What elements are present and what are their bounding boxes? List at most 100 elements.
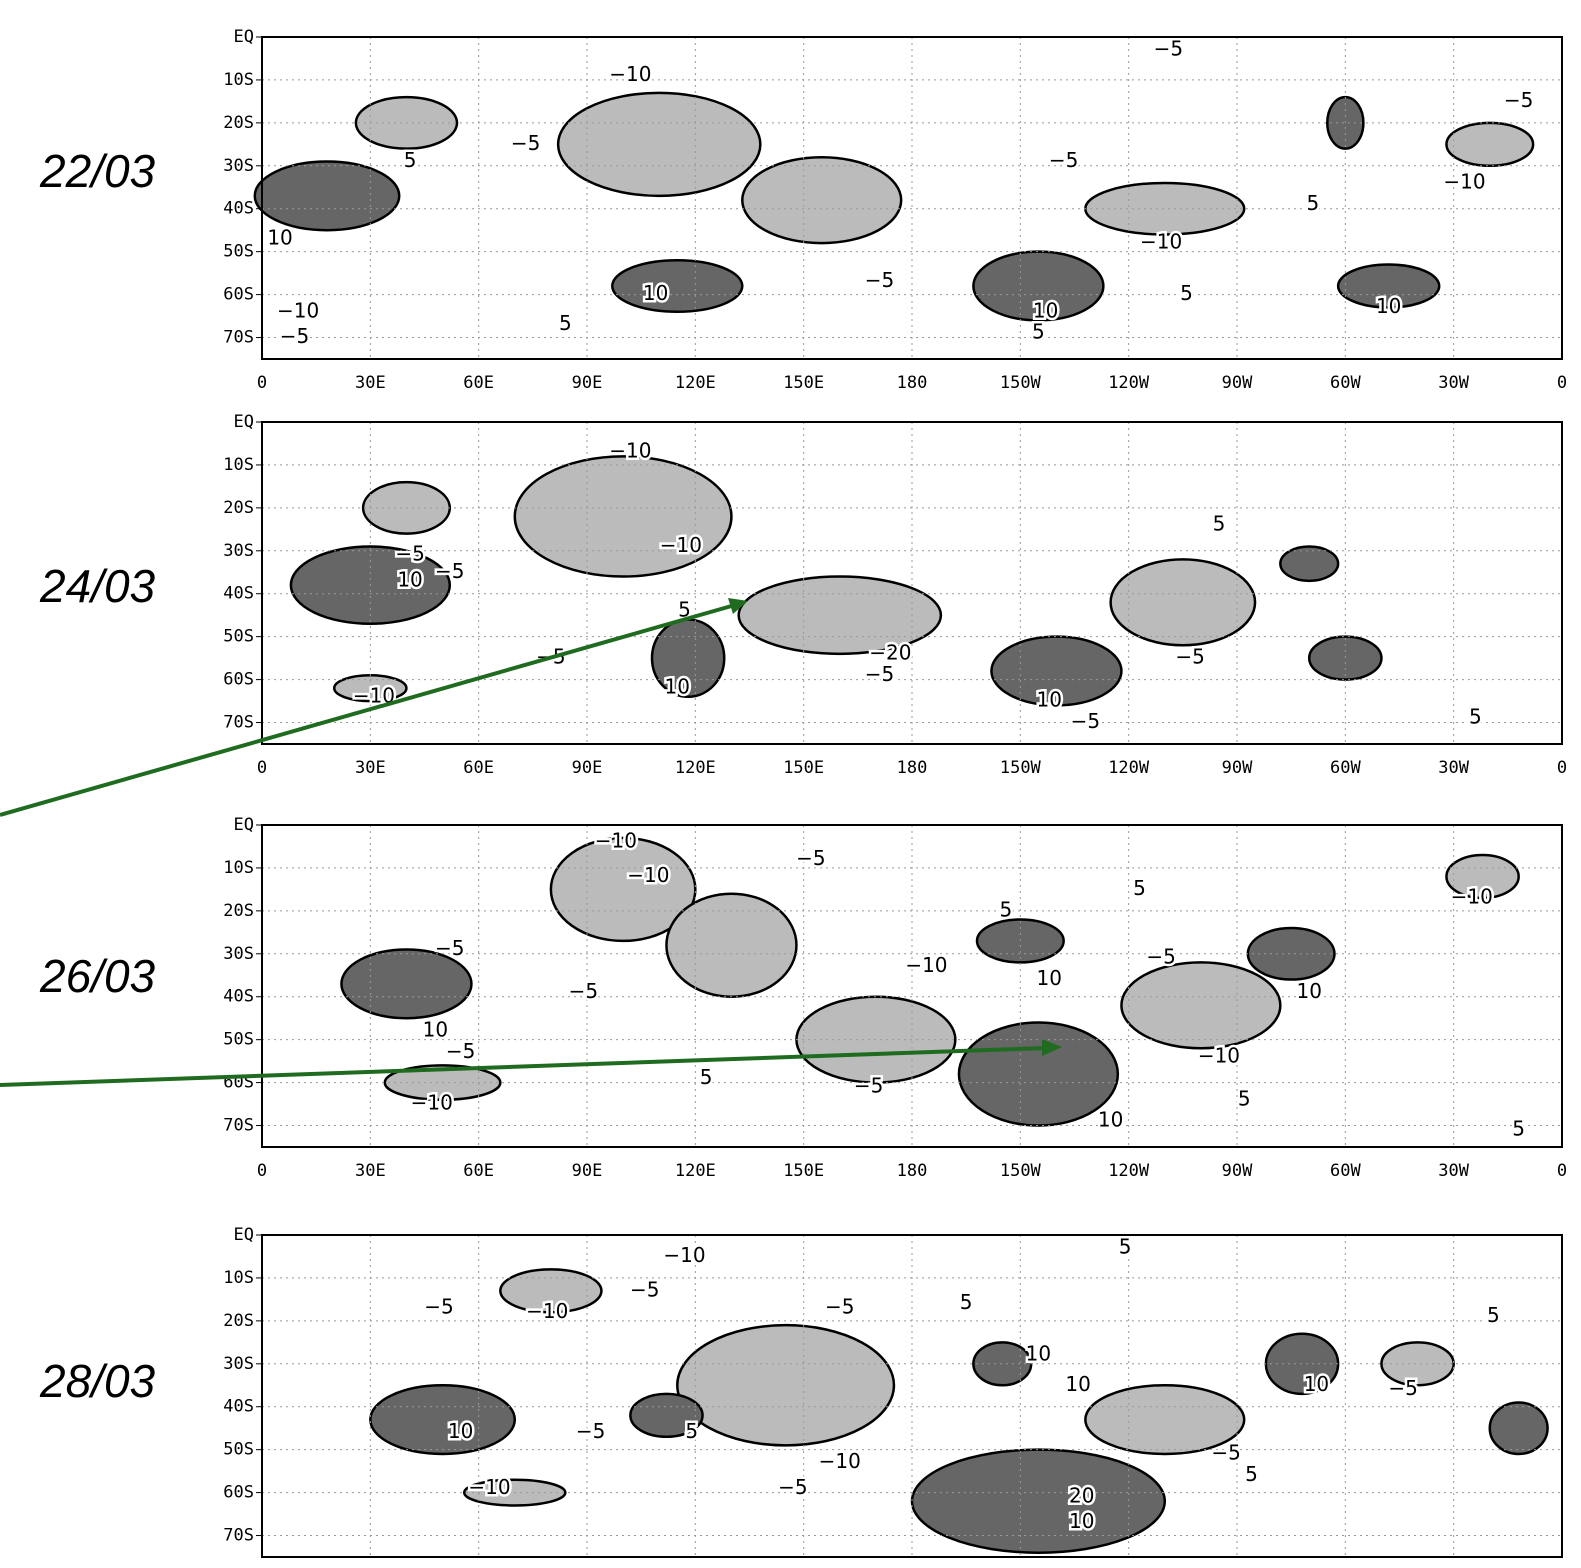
contour-label: 5 bbox=[1180, 281, 1193, 305]
x-tick-label: 30W bbox=[1438, 758, 1469, 778]
contour-label: −5 bbox=[1504, 88, 1533, 112]
contour-label: −10 bbox=[1140, 230, 1182, 254]
map-panel: 030E60E90E120E150E180150W120W90W60W30W0E… bbox=[39, 412, 1567, 778]
contour-label: −10 bbox=[277, 298, 319, 322]
x-tick-label: 60W bbox=[1330, 1161, 1361, 1181]
contour-label: 10 bbox=[1304, 1372, 1329, 1396]
strong-anomaly bbox=[959, 1022, 1118, 1125]
map-panel: 030E60E90E120E150E180150W120W90W60W30W0E… bbox=[39, 1225, 1567, 1568]
y-tick-label: 40S bbox=[223, 199, 254, 219]
x-tick-label: 180 bbox=[897, 758, 928, 778]
x-tick-label: 90E bbox=[572, 1161, 603, 1181]
contour-label: −5 bbox=[446, 1039, 475, 1063]
x-tick-label: 0 bbox=[1557, 373, 1567, 393]
contour-label: −10 bbox=[660, 533, 702, 557]
weak-anomaly bbox=[1446, 123, 1533, 166]
x-tick-label: 150W bbox=[1000, 1161, 1042, 1181]
x-tick-label: 30E bbox=[355, 1161, 386, 1181]
contour-label: 5 bbox=[559, 311, 572, 335]
contour-label: 5 bbox=[1213, 512, 1226, 536]
contour-label: 5 bbox=[1306, 191, 1319, 215]
contour-label: 5 bbox=[685, 1419, 698, 1443]
strong-anomaly bbox=[1309, 637, 1381, 680]
contour-label: 10 bbox=[1026, 1342, 1051, 1366]
y-tick-label: 30S bbox=[223, 156, 254, 176]
y-tick-label: 50S bbox=[223, 242, 254, 262]
contour-label: −10 bbox=[627, 863, 669, 887]
contour-label: 5 bbox=[404, 148, 417, 172]
strong-anomaly bbox=[1280, 547, 1338, 581]
strong-anomaly bbox=[1248, 928, 1335, 980]
weak-anomaly bbox=[742, 157, 901, 243]
strong-anomaly bbox=[370, 1385, 514, 1454]
contour-label: 10 bbox=[1069, 1509, 1094, 1533]
strong-anomaly bbox=[255, 162, 399, 231]
x-tick-label: 180 bbox=[897, 1161, 928, 1181]
y-tick-label: 30S bbox=[223, 1354, 254, 1374]
contour-label: −5 bbox=[1388, 1376, 1417, 1400]
contour-label: 5 bbox=[1469, 705, 1482, 729]
weak-anomaly bbox=[558, 93, 760, 196]
contour-label: −10 bbox=[609, 439, 651, 463]
contour-label: −10 bbox=[609, 62, 651, 86]
contour-label: 10 bbox=[423, 1018, 448, 1042]
contour-label: 5 bbox=[1238, 1086, 1251, 1110]
contour-label: −5 bbox=[630, 1277, 659, 1301]
y-tick-label: EQ bbox=[234, 412, 254, 432]
y-tick-label: 20S bbox=[223, 498, 254, 518]
y-tick-label: EQ bbox=[234, 27, 254, 47]
x-tick-label: 30E bbox=[355, 373, 386, 393]
y-tick-label: 20S bbox=[223, 901, 254, 921]
panel-date: 28/03 bbox=[39, 1355, 156, 1407]
contour-label: −10 bbox=[468, 1475, 510, 1499]
contour-label: −5 bbox=[796, 846, 825, 870]
contour-label: −5 bbox=[778, 1475, 807, 1499]
contour-label: −10 bbox=[1451, 884, 1493, 908]
contour-label: 10 bbox=[1065, 1372, 1090, 1396]
contour-label: 5 bbox=[1245, 1462, 1258, 1486]
x-tick-label: 60W bbox=[1330, 373, 1361, 393]
contour-label: −10 bbox=[663, 1243, 705, 1267]
contour-label: 5 bbox=[1032, 320, 1045, 344]
y-tick-label: EQ bbox=[234, 815, 254, 835]
x-tick-label: 150W bbox=[1000, 758, 1042, 778]
y-tick-label: 40S bbox=[223, 584, 254, 604]
y-tick-label: 50S bbox=[223, 1440, 254, 1460]
contour-label: −5 bbox=[1211, 1440, 1240, 1464]
y-tick-label: 10S bbox=[223, 858, 254, 878]
contour-label: 5 bbox=[960, 1290, 973, 1314]
x-tick-label: 150E bbox=[783, 758, 824, 778]
x-tick-label: 150E bbox=[783, 373, 824, 393]
contour-label: −5 bbox=[576, 1419, 605, 1443]
x-tick-label: 120E bbox=[675, 373, 716, 393]
y-tick-label: 50S bbox=[223, 627, 254, 647]
contour-label: −10 bbox=[1198, 1043, 1240, 1067]
y-tick-label: 40S bbox=[223, 987, 254, 1007]
y-tick-label: 40S bbox=[223, 1397, 254, 1417]
contour-label: −5 bbox=[865, 662, 894, 686]
contour-label: 20 bbox=[1069, 1483, 1094, 1507]
contour-label: −5 bbox=[1146, 945, 1175, 969]
contour-label: −5 bbox=[569, 979, 598, 1003]
contour-label: 5 bbox=[1487, 1303, 1500, 1327]
contour-label: −10 bbox=[526, 1299, 568, 1323]
panel-date: 22/03 bbox=[39, 145, 156, 197]
contour-label: −5 bbox=[424, 1294, 453, 1318]
contour-label: −10 bbox=[595, 829, 637, 853]
contour-label: −5 bbox=[435, 936, 464, 960]
contour-label: −5 bbox=[854, 1073, 883, 1097]
x-tick-label: 0 bbox=[1557, 1161, 1567, 1181]
contour-label: 10 bbox=[1296, 979, 1321, 1003]
contour-label: −5 bbox=[1154, 36, 1183, 60]
panel-date: 24/03 bbox=[39, 560, 156, 612]
x-tick-label: 90W bbox=[1222, 758, 1253, 778]
y-tick-label: 60S bbox=[223, 1483, 254, 1503]
x-tick-label: 120W bbox=[1108, 373, 1150, 393]
y-tick-label: 60S bbox=[223, 285, 254, 305]
x-tick-label: 30W bbox=[1438, 373, 1469, 393]
contour-label: −5 bbox=[1049, 148, 1078, 172]
y-tick-label: 70S bbox=[223, 1116, 254, 1136]
y-tick-label: 70S bbox=[223, 713, 254, 733]
page: {"axes": { "xticks": [0, {"value": 30, "… bbox=[0, 0, 1581, 1568]
x-tick-label: 0 bbox=[257, 373, 267, 393]
